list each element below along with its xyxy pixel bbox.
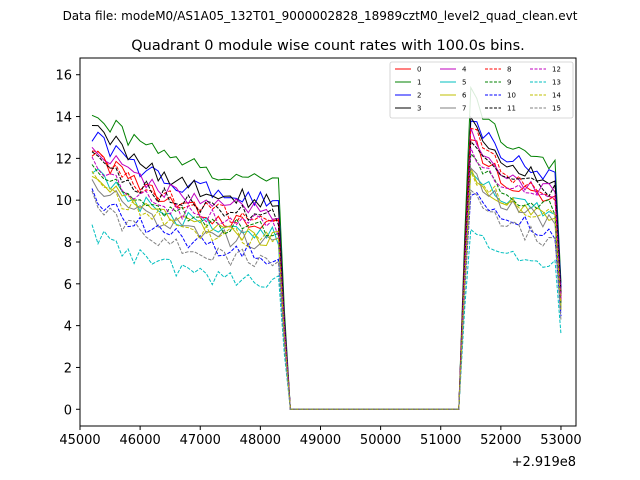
x-tick-label: 53000 [540,433,581,448]
x-tick-label: 52000 [480,433,521,448]
legend-label-14: 14 [552,92,561,100]
y-tick-label: 6 [64,278,72,293]
legend-label-11: 11 [507,105,516,113]
y-tick-label: 10 [55,194,72,209]
x-tick-label: 45000 [59,433,100,448]
legend-label-13: 13 [552,79,561,87]
legend-label-7: 7 [462,105,466,113]
legend-label-12: 12 [552,66,561,74]
series-layer [91,85,562,410]
y-tick-label: 2 [64,361,72,376]
series-line-1 [91,85,562,410]
y-tick-label: 12 [55,152,72,167]
y-tick-label: 0 [64,403,72,418]
series-line-13 [91,224,562,410]
x-tick-label: 50000 [360,433,401,448]
legend-label-10: 10 [507,92,516,100]
y-tick-label: 8 [64,236,72,251]
series-line-12 [91,147,562,410]
series-line-11 [91,140,562,410]
x-axis-offset-label: +2.919e8 [512,455,576,470]
legend-label-3: 3 [417,105,421,113]
series-line-4 [91,127,562,410]
series-line-3 [91,115,562,410]
legend-label-8: 8 [507,66,511,74]
x-tick-label: 47000 [180,433,221,448]
series-line-5 [91,168,562,410]
legend-label-0: 0 [417,66,421,74]
legend-label-2: 2 [417,92,421,100]
legend-label-4: 4 [462,66,467,74]
x-tick-label: 49000 [300,433,341,448]
series-line-7 [91,166,562,410]
legend-label-9: 9 [507,79,511,87]
legend-label-1: 1 [417,79,421,87]
series-line-15 [91,189,562,410]
figure-suptitle: Data file: modeM0/AS1A05_132T01_90000028… [63,9,578,23]
legend-label-6: 6 [462,92,467,100]
y-tick-label: 4 [64,320,72,335]
y-tick-label: 16 [55,69,72,84]
chart-title: Quadrant 0 module wise count rates with … [131,38,525,54]
x-tick-label: 46000 [119,433,160,448]
legend-label-15: 15 [552,105,561,113]
series-line-9 [91,152,562,410]
series-line-10 [91,188,562,410]
y-tick-label: 14 [55,111,72,126]
series-line-14 [91,170,562,410]
series-line-8 [91,127,562,410]
legend-frame [389,61,574,119]
series-line-6 [91,167,562,410]
axes-layer: 45000 46000 47000 48000 49000 50000 51000 52000… [55,69,581,448]
legend-label-5: 5 [462,79,466,87]
x-tick-label: 51000 [420,433,461,448]
x-tick-label: 48000 [240,433,281,448]
